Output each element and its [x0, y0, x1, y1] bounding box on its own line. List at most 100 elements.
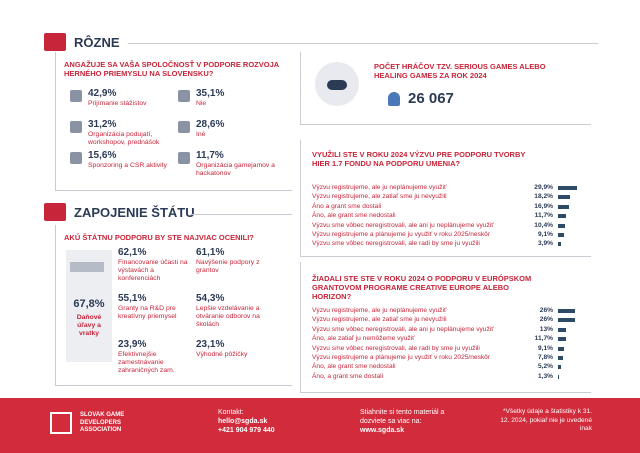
row-label: Výzvu registrujeme, ale zatiaľ sme ju ne…	[312, 193, 447, 201]
row-value: 10,4%	[534, 221, 553, 229]
players-count: 26 067	[408, 90, 454, 107]
section-title: ZAPOJENIE ŠTÁTU	[74, 205, 195, 220]
item-pct: 55,1%	[118, 293, 147, 304]
item-label: Financovanie účasti na výstavách a konfe…	[118, 259, 188, 282]
row-value: 1,3%	[537, 372, 553, 380]
item-pct: 31,2%	[88, 119, 117, 130]
row-label: Výzvu sme vôbec neregistrovali, ale ani …	[312, 325, 494, 333]
bar	[558, 374, 559, 379]
note: *Všetky údaje a štatistiky k 31. 12. 202…	[500, 408, 592, 432]
row-label: Áno, ale grant sme nedostali	[312, 212, 396, 220]
bar	[558, 356, 564, 360]
row-value: 9,1%	[537, 344, 553, 352]
item-label: Efektívnejšie zamestnávanie zahraničných…	[118, 351, 175, 374]
row-label: Výzvu sme vôbec neregistrovali, ale radi…	[312, 344, 480, 352]
row-value: 18,2%	[534, 193, 553, 201]
bar	[558, 327, 567, 332]
row-label: Výzvu registrujeme, ale zatiaľ sme ju ne…	[312, 316, 447, 324]
question: VYUŽILI STE V ROKU 2024 VÝZVU PRE PODPOR…	[312, 150, 526, 168]
question: ANGAŽUJE SA VAŠA SPOLOČNOSŤ V PODPORE RO…	[64, 60, 279, 78]
bar	[558, 233, 564, 237]
divider	[190, 214, 292, 215]
players-title: POČET HRÁČOV TZV. SERIOUS GAMES ALEBO HE…	[374, 62, 546, 80]
item-label: Iné	[196, 131, 206, 138]
row-label: Výzvu sme vôbec neregistrovali, ale ani …	[312, 221, 494, 229]
bar	[558, 214, 566, 219]
row-value: 13%	[539, 325, 553, 333]
row-value: 26%	[539, 307, 553, 314]
item-icon	[178, 121, 190, 133]
item-pct: 42,9%	[88, 88, 117, 99]
item-pct: 11,7%	[196, 150, 224, 161]
footer	[0, 398, 640, 453]
bar	[558, 204, 569, 209]
row-label: Áno, ale zatiaľ ju nemôžeme využiť	[312, 335, 415, 343]
bar	[558, 195, 570, 200]
bar	[558, 186, 578, 190]
bar	[558, 365, 562, 370]
person-icon	[388, 92, 400, 106]
row-label: Výzvu registrujeme, ale ju neplánujeme v…	[312, 184, 447, 191]
bar	[558, 337, 566, 342]
item-label: Organizácia podujatí, workshopov, predná…	[88, 131, 160, 146]
item-label: Granty na R&D pre kreatívny priemysel	[118, 305, 177, 320]
row-value: 16,9%	[534, 202, 553, 210]
item-label: Prijímanie stážistov	[88, 100, 147, 107]
item-label: Navýšenie podpory z grantov	[196, 259, 260, 274]
download-text: Stiahnite si tento materiál a dozviete s…	[360, 409, 445, 425]
section-title: RÔZNE	[74, 35, 120, 50]
item-pct: 54,3%	[196, 293, 225, 304]
players-box	[300, 52, 591, 125]
row-label: Výzvu registrujeme a plánujeme ju využiť…	[312, 231, 491, 238]
bar	[558, 309, 575, 313]
row-value: 3,9%	[537, 240, 553, 248]
row-value: 7,8%	[537, 354, 553, 361]
item-pct: 23,9%	[118, 339, 147, 350]
item-label: Organizácia gamejamov a hackatonov	[196, 162, 275, 177]
gamepad-shape	[327, 80, 347, 90]
row-value: 26%	[539, 316, 553, 324]
bar	[558, 346, 564, 351]
arrow-icon	[70, 262, 104, 272]
row-label: Výzvu registrujeme a plánujeme ju využiť…	[312, 354, 491, 361]
phone: +421 904 979 440	[218, 427, 275, 434]
bar	[558, 223, 565, 228]
item-icon	[70, 90, 82, 102]
support-box	[55, 225, 292, 386]
item-icon	[178, 152, 190, 164]
item-icon	[70, 152, 82, 164]
bar	[558, 242, 561, 247]
row-value: 11,7%	[534, 335, 553, 343]
row-value: 5,2%	[537, 363, 553, 371]
section-icon	[44, 33, 66, 51]
row-label: Výzvu sme vôbec neregistrovali, ale radi…	[312, 240, 480, 248]
row-label: Áno a grant sme dostali	[312, 202, 382, 210]
bar	[558, 318, 575, 323]
row-label: Áno, a grant sme dostali	[312, 372, 384, 380]
item-label: Lepšie vzdelávanie a otváranie odborov n…	[196, 305, 260, 328]
row-label: Výzvu registrujeme, ale ju neplánujeme v…	[312, 307, 447, 314]
creative-box	[300, 262, 591, 393]
item-pct: 35,1%	[196, 88, 225, 99]
item-label: Sponzoring a CSR aktivity	[88, 162, 167, 169]
row-value: 9,1%	[537, 231, 553, 238]
fund-box	[300, 140, 591, 257]
row-value: 29,9%	[534, 184, 553, 191]
logo-text: SLOVAK GAME DEVELOPERS ASSOCIATION	[80, 412, 125, 433]
question: AKÚ ŠTÁTNU PODPORU BY STE NAJVIAC OCENIL…	[64, 233, 254, 242]
highlight-label: Daňové úľavy a vratky	[76, 314, 102, 337]
url[interactable]: www.sgda.sk	[360, 427, 405, 434]
logo-icon	[50, 412, 72, 434]
section-icon	[44, 203, 66, 221]
item-pct: 62,1%	[118, 247, 147, 258]
row-value: 11,7%	[534, 212, 553, 220]
divider	[128, 43, 598, 44]
item-label: Výhodné pôžičky	[196, 351, 248, 358]
item-pct: 15,6%	[88, 150, 117, 161]
item-pct: 23,1%	[196, 339, 225, 350]
item-label: Nie	[196, 100, 207, 107]
contact-label: Kontakt:	[218, 409, 244, 416]
row-label: Áno, ale grant sme nedostali	[312, 363, 396, 371]
highlight-pct: 67,8%	[73, 298, 105, 310]
